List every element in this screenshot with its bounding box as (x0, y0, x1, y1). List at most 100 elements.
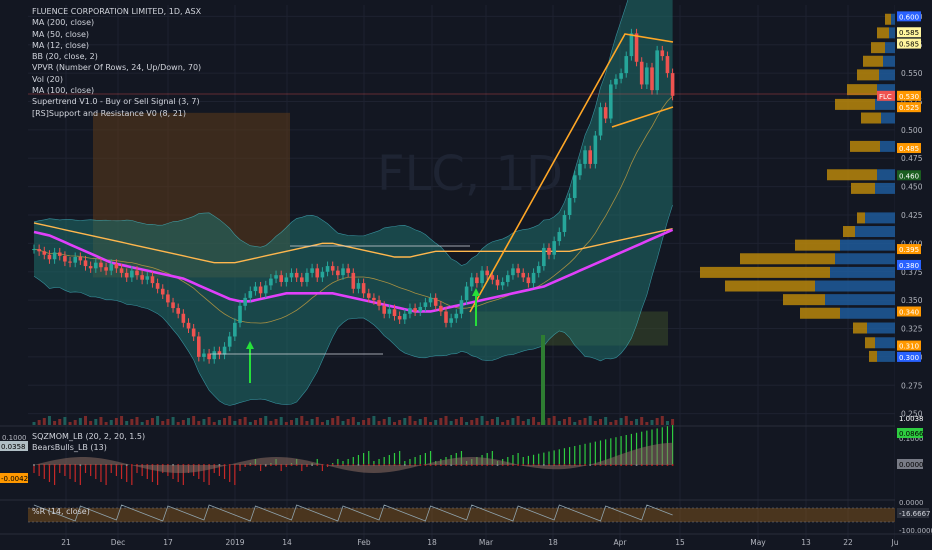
price-label-text: 0.585 (899, 41, 919, 49)
candle-body (155, 283, 160, 289)
y-tick-label: 0.375 (901, 268, 923, 277)
main-legend: FLUENCE CORPORATION LIMITED, 1D, ASX MA … (32, 6, 201, 119)
vpvr-up-bar (815, 280, 895, 292)
volume-bar (593, 421, 597, 425)
symbol-tag (877, 90, 895, 101)
williams-r-pane (28, 504, 895, 523)
bb-fill (34, 0, 673, 406)
candle-body (428, 297, 433, 303)
volume-bar (501, 422, 505, 425)
candle-body (449, 318, 453, 323)
volume-bar (660, 416, 664, 425)
candle-body (73, 257, 77, 263)
volume-bar (109, 420, 113, 425)
volume-bar (506, 420, 510, 425)
candle-body (397, 316, 402, 320)
candle-body (37, 249, 41, 252)
volume-bar (485, 421, 489, 425)
y-tick-label: 0.400 (901, 239, 923, 248)
candle-body (243, 297, 247, 306)
volume-bar (202, 419, 206, 425)
candle-body (609, 84, 613, 119)
x-tick-label: 21 (61, 538, 71, 547)
volume-bar (166, 419, 170, 425)
volume-bar (372, 416, 376, 425)
time-axis[interactable]: 21 Dec 17 2019 14 Feb 18 Mar 18 Apr 15 May 13 22 Ju (0, 533, 932, 547)
volume-label: 1.0038 (899, 415, 924, 423)
volume-bar (161, 421, 165, 425)
x-tick-label: 15 (675, 538, 685, 547)
vpvr-down-bar (850, 140, 880, 152)
price-label-text: 0.340 (899, 308, 919, 316)
volume-bar (290, 420, 293, 425)
candle-body (197, 336, 201, 357)
volume-bar (58, 419, 62, 425)
candle-body (227, 336, 232, 347)
volume-bar (614, 420, 618, 425)
candle-body (341, 268, 345, 276)
wr-value-tag (897, 508, 929, 518)
volume-bar (207, 417, 211, 425)
vpvr-up-bar (867, 322, 895, 334)
volume-bar (516, 416, 520, 425)
candle-body (588, 150, 592, 164)
vpvr-up-bar (835, 253, 895, 265)
y-tick-label: 0.550 (901, 69, 923, 78)
price-label-text: 0.585 (899, 29, 919, 37)
vpvr-up-bar (877, 350, 895, 362)
candle-body (475, 277, 479, 284)
candle-body (269, 278, 273, 286)
candle-body (300, 277, 304, 282)
sqz-axis-tag (897, 459, 923, 469)
volume-profile (700, 13, 895, 362)
candle-body (289, 272, 294, 278)
wr-top-label: 0.0000 (899, 499, 924, 507)
candle-body (320, 271, 325, 278)
vpvr-down-bar (865, 337, 875, 349)
vpvr-down-bar (740, 253, 835, 265)
vpvr-up-bar (877, 169, 895, 181)
sqz-legend-line-1: SQZMOM_LB (20, 2, 20, 1.5) (32, 432, 146, 441)
candle-body (526, 277, 531, 284)
volume-bar (480, 416, 484, 425)
bears-bulls-area (34, 442, 673, 473)
candle-body (336, 270, 340, 276)
volume-bar (387, 417, 391, 425)
y-tick-label: 0.500 (901, 126, 923, 135)
sqz-left-value-1: 0.0358 (1, 443, 26, 451)
trendline-annotations[interactable] (28, 33, 880, 383)
price-label-tag (897, 306, 921, 317)
vpvr-down-bar (863, 55, 883, 67)
candle-body (485, 270, 489, 276)
volume-bar (192, 416, 196, 425)
candle-body (68, 261, 72, 263)
candle-body (124, 272, 129, 278)
volume-bar (120, 416, 124, 425)
vpvr-up-bar (875, 98, 895, 110)
volume-bar (73, 420, 77, 425)
x-tick-label: 18 (548, 538, 558, 547)
vpvr-up-bar (880, 140, 895, 152)
vpvr-up-bar (883, 55, 895, 67)
candle-body (330, 266, 335, 271)
legend-line-ma100: MA (100, close) (32, 86, 95, 96)
volume-bar (521, 421, 525, 425)
candle-body (145, 276, 150, 280)
candle-body (99, 262, 103, 268)
volume-bar (279, 417, 283, 425)
volume-bar (331, 418, 335, 425)
watermark: FLC, 1D (377, 146, 563, 202)
vpvr-down-bar (835, 98, 875, 110)
vpvr-up-bar (840, 307, 895, 319)
vpvr-down-bar (800, 307, 840, 319)
candle-body (614, 78, 618, 85)
volume-bar (655, 418, 659, 425)
x-tick-label: 2019 (225, 538, 244, 547)
x-tick-label: 14 (282, 538, 292, 547)
price-label-tag (897, 38, 921, 49)
x-tick-label: Dec (111, 538, 126, 547)
y-tick-label: 0.450 (901, 183, 923, 192)
volume-bar (315, 417, 319, 425)
